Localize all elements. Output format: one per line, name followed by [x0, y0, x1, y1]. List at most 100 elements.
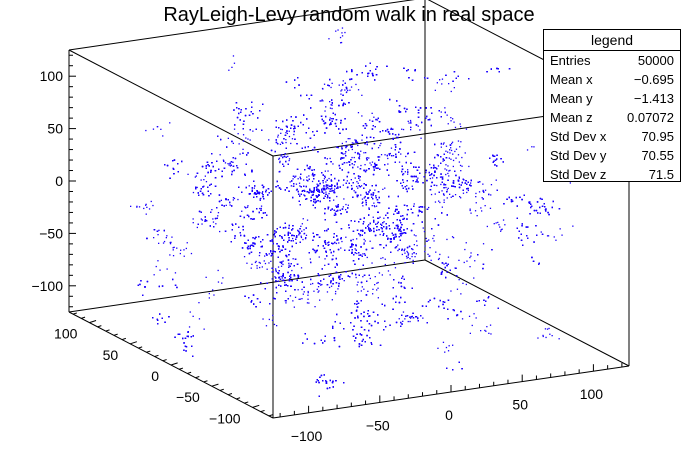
data-point [176, 247, 178, 249]
data-point [533, 146, 535, 148]
data-point [277, 266, 280, 268]
data-point [406, 257, 408, 259]
data-point [425, 237, 427, 240]
data-point [351, 148, 353, 151]
data-point [291, 138, 294, 140]
data-point [441, 78, 444, 80]
data-point [361, 198, 364, 200]
data-point [448, 345, 450, 347]
data-point [460, 197, 462, 199]
data-point [365, 152, 367, 154]
data-point [346, 91, 348, 93]
data-point [374, 189, 376, 191]
data-point [544, 328, 547, 330]
data-point [153, 274, 155, 276]
data-point [303, 189, 305, 191]
data-point [378, 272, 381, 274]
data-point [373, 202, 375, 204]
data-point [271, 271, 273, 273]
data-point [232, 142, 234, 144]
data-point [404, 252, 406, 254]
data-point [347, 204, 349, 206]
data-point [463, 261, 465, 264]
data-point [357, 281, 359, 283]
data-point [301, 223, 303, 225]
data-point [237, 133, 239, 135]
data-point [160, 128, 162, 130]
data-point [444, 351, 446, 353]
data-point [456, 288, 459, 290]
data-point [407, 173, 409, 175]
data-point [263, 260, 265, 262]
data-point [329, 188, 332, 190]
data-point [455, 157, 457, 159]
data-point [203, 179, 205, 181]
data-point [444, 107, 446, 109]
data-point [152, 128, 155, 130]
data-point [470, 212, 472, 214]
data-point [360, 290, 362, 292]
data-point [457, 154, 460, 156]
data-point [345, 236, 347, 238]
data-point [331, 299, 333, 301]
data-point [306, 176, 308, 178]
data-point [332, 254, 334, 257]
data-point [262, 318, 264, 320]
data-point [229, 165, 232, 167]
data-point [362, 276, 364, 278]
data-point [405, 255, 408, 257]
data-point [442, 176, 444, 178]
data-point [306, 179, 308, 181]
data-point [469, 209, 471, 212]
data-point [486, 225, 488, 228]
data-point [357, 194, 359, 196]
data-point [454, 126, 457, 129]
data-point [293, 306, 295, 308]
data-point [437, 165, 440, 167]
data-point [458, 259, 460, 261]
data-point [409, 119, 412, 122]
data-point [384, 154, 386, 156]
data-point [341, 89, 343, 91]
data-point [292, 300, 294, 302]
data-point [350, 179, 352, 181]
data-point [158, 229, 160, 231]
data-point [217, 215, 219, 217]
data-point [452, 159, 455, 162]
data-point [372, 293, 374, 295]
data-point [232, 199, 234, 201]
data-point [371, 161, 374, 163]
data-point [289, 295, 292, 297]
data-point [546, 235, 549, 237]
data-point [173, 246, 175, 248]
data-point [268, 253, 270, 255]
data-point [445, 186, 447, 189]
data-point [322, 100, 324, 102]
data-point [373, 205, 375, 207]
data-point [285, 302, 287, 304]
data-point [394, 149, 396, 151]
data-point [260, 207, 262, 210]
data-point [383, 217, 385, 219]
data-point [383, 221, 385, 223]
data-point [498, 224, 500, 226]
data-point [350, 185, 353, 187]
data-point [145, 204, 147, 206]
data-point [367, 290, 369, 292]
data-point [297, 229, 299, 231]
data-point [549, 333, 551, 335]
data-point [407, 252, 409, 254]
data-point [359, 268, 361, 271]
data-point [499, 226, 501, 228]
data-point [325, 106, 327, 108]
data-point [347, 138, 349, 140]
data-point [460, 293, 462, 295]
data-point [450, 196, 452, 198]
data-point [377, 297, 379, 299]
data-point [157, 126, 159, 128]
data-point [450, 149, 453, 152]
data-point [328, 244, 330, 246]
data-point [449, 149, 451, 151]
data-point [324, 264, 326, 266]
data-point [194, 176, 196, 178]
